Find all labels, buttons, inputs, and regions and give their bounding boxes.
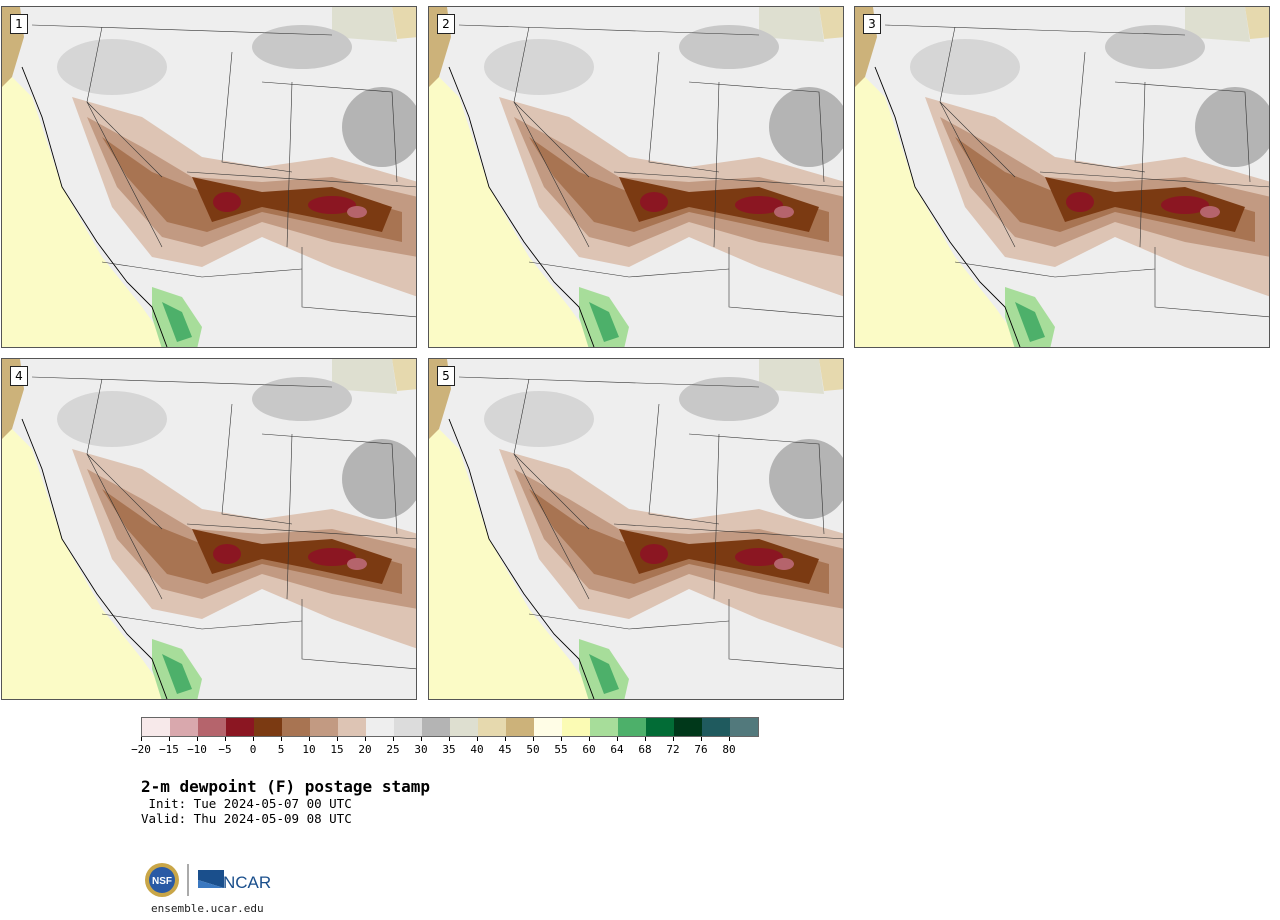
colorbar-swatch [506,718,534,736]
colorbar-swatch [422,718,450,736]
colorbar-swatch [534,718,562,736]
colorbar-swatch [562,718,590,736]
colorbar-ticks: −20 −15 −10 −5 0 5 10 15 20 25 30 35 40 45 50 55 60 64 68 7… [131,737,757,757]
colorbar-swatch [618,718,646,736]
dewpoint-map [2,359,416,699]
nsf-ncar-logo: NSF NCAR [144,860,284,900]
site-url: ensemble.ucar.edu [151,902,264,915]
member-label: 4 [10,366,28,386]
colorbar-swatch [226,718,254,736]
init-time: Init: Tue 2024-05-07 00 UTC [141,796,352,811]
colorbar-swatch [730,718,758,736]
colorbar-swatch [142,718,170,736]
colorbar-swatch [310,718,338,736]
svg-text:NSF: NSF [152,876,172,887]
map-panel-2: 2 [428,6,844,348]
colorbar-swatch [394,718,422,736]
dewpoint-map [855,7,1269,347]
colorbar-swatch [674,718,702,736]
colorbar-swatch [450,718,478,736]
colorbar-swatch [282,718,310,736]
member-label: 1 [10,14,28,34]
colorbar-swatch [366,718,394,736]
colorbar-swatch [590,718,618,736]
svg-text:NCAR: NCAR [223,873,271,892]
dewpoint-map [429,359,843,699]
logo-graphic: NSF NCAR [145,863,271,897]
colorbar [141,717,759,737]
colorbar-swatch [646,718,674,736]
plot-title: 2-m dewpoint (F) postage stamp [141,777,430,796]
member-label: 5 [437,366,455,386]
member-label: 2 [437,14,455,34]
colorbar-swatch [702,718,730,736]
member-label: 3 [863,14,881,34]
map-panel-5: 5 [428,358,844,700]
colorbar-swatch [478,718,506,736]
map-panel-3: 3 [854,6,1270,348]
dewpoint-map [2,7,416,347]
colorbar-swatch [338,718,366,736]
map-panel-1: 1 [1,6,417,348]
map-panel-4: 4 [1,358,417,700]
valid-time: Valid: Thu 2024-05-09 08 UTC [141,811,352,826]
colorbar-swatch [254,718,282,736]
colorbar-swatch [198,718,226,736]
dewpoint-map [429,7,843,347]
colorbar-swatch [170,718,198,736]
